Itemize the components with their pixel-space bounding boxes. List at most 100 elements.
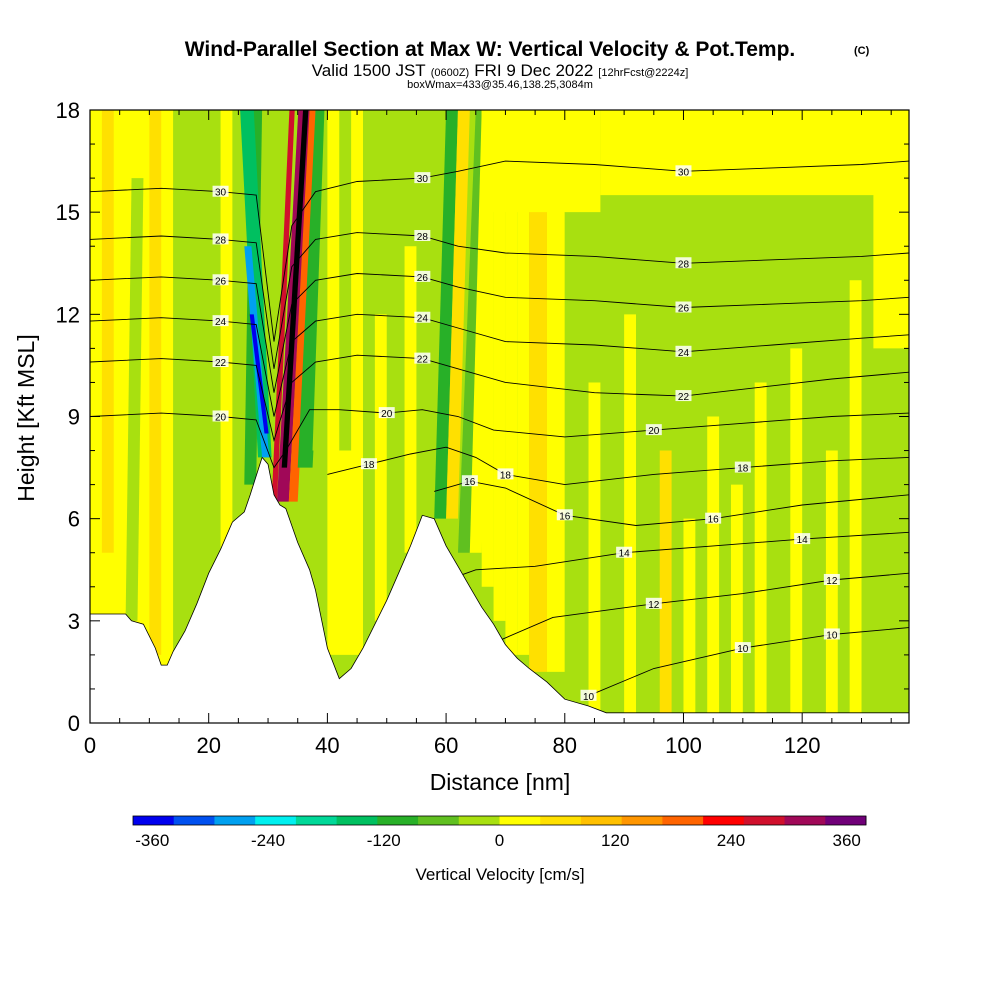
contour-label: 16: [559, 511, 571, 522]
contour-label: 30: [417, 174, 429, 185]
velocity-band: [493, 110, 506, 621]
contour-label-bg: [556, 509, 573, 521]
colorbar-swatch: [214, 816, 256, 825]
colorbar-swatch: [743, 816, 786, 825]
colorbar-swatch: [418, 816, 460, 825]
colorbar-swatch: [825, 816, 867, 825]
colorbar-swatch: [458, 816, 500, 825]
velocity-band: [339, 110, 352, 451]
colorbar-tick-label: -120: [367, 831, 401, 850]
contour-label-bg: [794, 533, 811, 545]
contour-label: 24: [215, 317, 227, 328]
colorbar-swatch: [133, 816, 175, 825]
title-mark: (C): [854, 45, 870, 57]
y-tick-label: 18: [56, 98, 80, 123]
contour-label-bg: [414, 270, 431, 282]
colorbar-label: Vertical Velocity [cm/s]: [415, 865, 584, 884]
colorbar-tick-label: 0: [495, 831, 504, 850]
velocity-band: [249, 314, 269, 434]
velocity-band: [707, 416, 720, 713]
contour-label-bg: [580, 689, 597, 701]
colorbar-tick-label: 360: [833, 831, 861, 850]
velocity-band: [386, 178, 405, 587]
contour-label: 18: [737, 464, 749, 475]
contour-label: 28: [417, 232, 429, 243]
contour-label-bg: [734, 642, 751, 654]
velocity-band: [446, 110, 470, 519]
contour-label-bg: [645, 424, 662, 436]
contour-label-bg: [675, 301, 692, 313]
contour-label-bg: [414, 352, 431, 364]
y-axis: 0 3 6 9 12 15 18: [56, 98, 909, 736]
contour-label-bg: [675, 165, 692, 177]
contour-label-bg: [675, 257, 692, 269]
contour-label: 16: [464, 477, 476, 488]
colorbar-tick-label: 240: [717, 831, 745, 850]
colorbar-swatch: [377, 816, 419, 825]
y-tick-label: 6: [68, 507, 80, 532]
y-tick-label: 15: [56, 200, 80, 225]
contour-label: 28: [215, 235, 227, 246]
contour-label: 20: [648, 426, 660, 437]
velocity-band: [754, 382, 767, 713]
contour-label-bg: [616, 546, 633, 558]
contour-label: 14: [619, 549, 631, 560]
colorbar-swatch: [499, 816, 541, 825]
contour-label-bg: [645, 597, 662, 609]
contour-label: 24: [678, 348, 690, 359]
velocity-band: [529, 110, 547, 672]
y-tick-label: 3: [68, 609, 80, 634]
contour-label: 10: [583, 692, 595, 703]
velocity-band: [790, 348, 803, 713]
x-axis-label: Distance [nm]: [430, 769, 571, 795]
colorbar-swatch: [703, 816, 745, 825]
colorbar-swatch: [255, 816, 297, 825]
colorbar-swatch: [662, 816, 704, 825]
velocity-band: [849, 280, 862, 713]
contour-22: [90, 354, 909, 443]
velocity-band: [683, 518, 696, 713]
contour-label: 20: [215, 413, 227, 424]
contour-label: 12: [648, 600, 660, 611]
colorbar-swatch: [621, 816, 663, 825]
velocity-band: [600, 110, 909, 196]
chart-subtitle: Valid 1500 JST (0600Z) FRI 9 Dec 2022 [12hr…: [312, 61, 689, 80]
velocity-band: [202, 110, 215, 519]
contour-26: [90, 273, 909, 393]
contour-label-bg: [414, 172, 431, 184]
colorbar-swatch: [295, 816, 338, 825]
contour-label: 30: [215, 188, 227, 199]
contour-label: 20: [381, 409, 393, 420]
x-tick-label: 0: [84, 733, 96, 758]
contour-label: 18: [363, 460, 375, 471]
contour-label-bg: [378, 407, 395, 419]
contour-label-bg: [212, 410, 229, 422]
contour-28: [90, 232, 909, 369]
contour-label: 22: [678, 392, 690, 403]
velocity-band: [546, 110, 565, 672]
colorbar-swatch: [173, 816, 215, 825]
colorbar-swatch: [540, 816, 582, 825]
contour-label-bg: [212, 356, 229, 368]
colorbar-frame: [132, 815, 867, 826]
velocity-band: [404, 246, 417, 553]
velocity-band: [101, 110, 114, 553]
contour-label: 28: [678, 259, 690, 270]
contour-label-bg: [497, 468, 514, 480]
velocity-band: [179, 314, 191, 587]
contour-30: [90, 160, 909, 342]
terrain-mask: [90, 456, 909, 723]
colorbar-swatch: [336, 816, 378, 825]
contour-label-bg: [705, 512, 722, 524]
contour-label: 14: [797, 535, 809, 546]
x-axis: 0 20 40 60 80 100 120: [84, 110, 892, 758]
y-tick-label: 12: [56, 302, 80, 327]
velocity-band: [220, 110, 233, 553]
contour-label-bg: [823, 628, 840, 640]
velocity-band: [481, 110, 601, 213]
contour-label: 12: [826, 576, 838, 587]
x-tick-label: 40: [315, 733, 339, 758]
contour-label-bg: [461, 475, 478, 487]
velocity-band: [149, 110, 162, 655]
velocity-band: [624, 314, 636, 713]
